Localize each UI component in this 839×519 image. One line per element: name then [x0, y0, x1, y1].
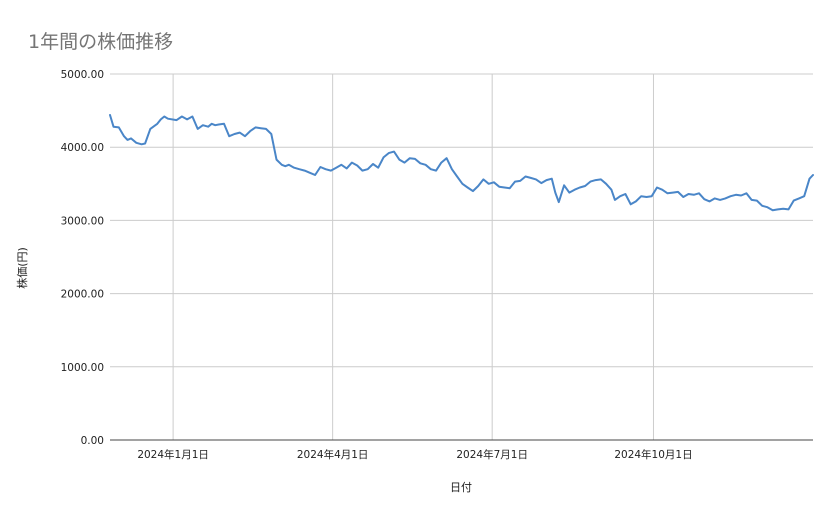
y-tick-label: 1000.00: [61, 362, 104, 374]
y-tick-label: 4000.00: [61, 142, 104, 154]
x-tick-label: 2024年10月1日: [614, 448, 692, 461]
x-tick-label: 2024年4月1日: [297, 448, 369, 461]
y-tick-label: 0.00: [81, 435, 104, 447]
x-tick-label: 2024年1月1日: [137, 448, 209, 461]
tick-labels: 0.00 1000.00 2000.00 3000.00 4000.00 5000.00 2…: [61, 69, 693, 461]
y-tick-label: 3000.00: [61, 215, 104, 227]
x-axis-label: 日付: [450, 481, 472, 494]
series-layer: [109, 114, 814, 212]
x-tick-label: 2024年7月1日: [456, 448, 528, 461]
chart-title: 1年間の株価推移: [28, 31, 174, 53]
grid: [110, 73, 813, 440]
y-tick-label: 2000.00: [61, 289, 104, 301]
y-tick-label: 5000.00: [61, 69, 104, 81]
series-line-0: [109, 114, 814, 212]
